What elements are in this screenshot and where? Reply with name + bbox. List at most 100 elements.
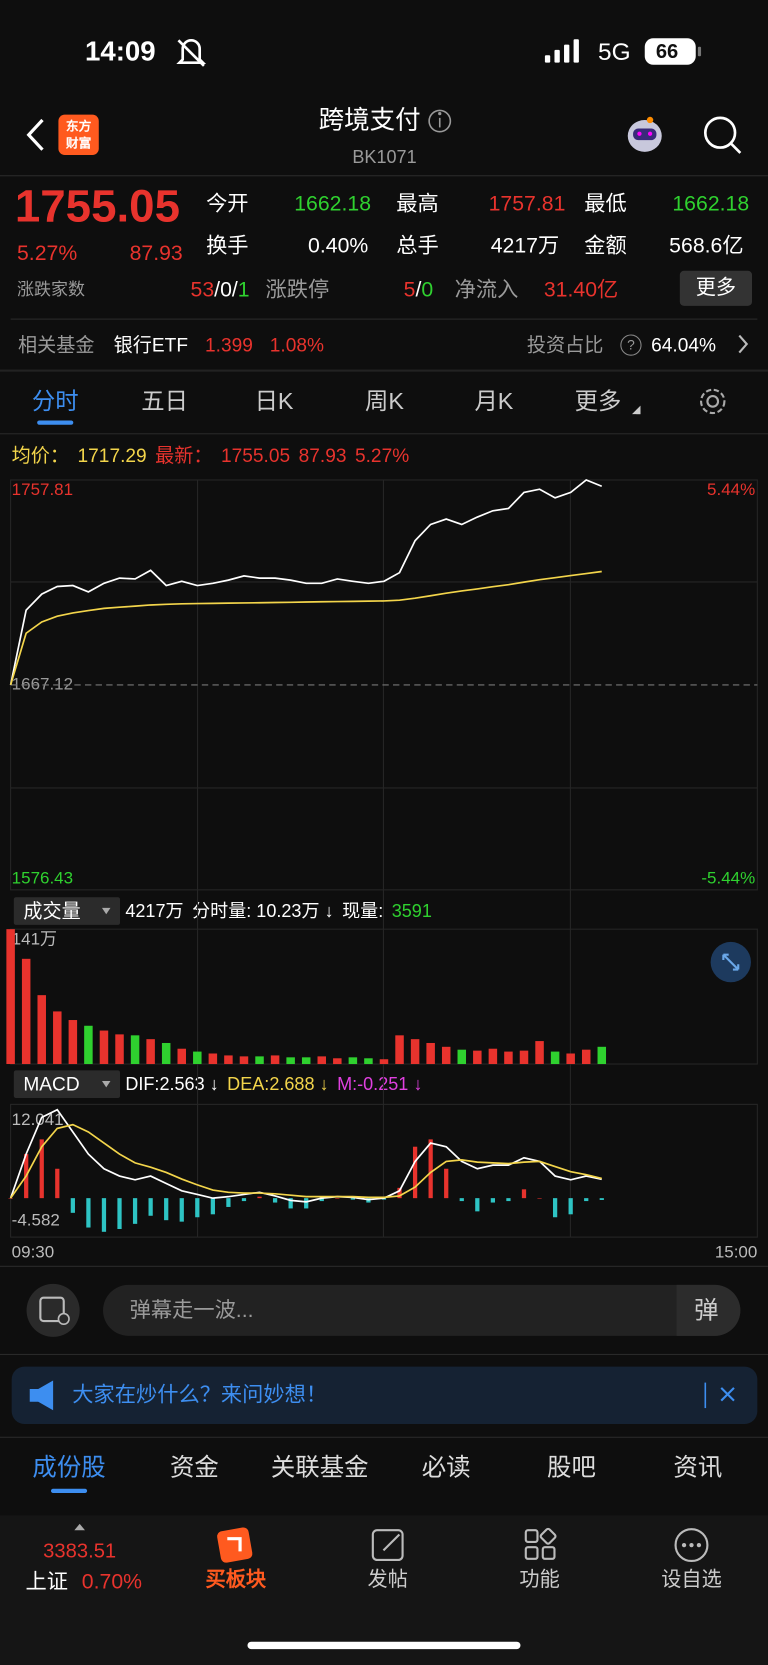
field-value: 31.40亿 [543,278,619,302]
chart-tab[interactable]: 分时 [31,387,79,415]
section-tab[interactable]: 资金 [169,1453,219,1481]
section-tab[interactable]: 必读 [421,1453,471,1481]
y-tick-label: 141万 [12,929,57,948]
legend-item: M:-0.251 ↓ [337,1074,423,1095]
breadth-up: 53 [190,278,215,302]
chart-tab[interactable]: 日K [254,387,294,415]
section-tab[interactable]: 股吧 [547,1453,596,1481]
volume-bar [473,1050,482,1065]
volume-bar [255,1056,264,1065]
index-name[interactable]: 上证 [25,1570,68,1594]
y-tick-label: 1576.43 [12,869,73,888]
y2-tick-label: -5.44% [701,869,755,888]
index-value[interactable]: 3383.51 [43,1540,117,1563]
indicator-selector[interactable]: MACD [13,1070,121,1099]
histogram-bar [179,1198,184,1222]
chart-tab[interactable]: 月K [474,387,514,415]
volume-bar [6,929,15,1065]
help-icon[interactable]: ? [620,334,642,356]
histogram-bar [412,1146,418,1199]
board-code: BK1071 [352,147,417,168]
volume-bar [146,1039,155,1065]
volume-bar [177,1048,186,1065]
ratio-label: 投资占比 [526,334,604,356]
histogram-bar [475,1198,480,1212]
volume-legend: 4217万 分时量: 10.23万 ↓ 现量: 3591 [125,902,432,920]
danmu-button[interactable]: 弹 [676,1284,741,1336]
comment-placeholder: 弹幕走一波... [129,1298,254,1323]
y-tick-label: 1757.81 [12,480,73,499]
nav-item[interactable]: 功能 [519,1568,560,1592]
field-label: 涨跌停 [265,278,330,302]
danmu-label: 弹 [694,1296,719,1324]
field-label: 总手 [396,234,439,259]
breadth-down: 1 [237,278,250,302]
legend-item: 均价： [11,444,70,467]
volume-bar [270,1055,280,1065]
nav-item[interactable]: 买板块 [205,1568,267,1592]
chart-tab[interactable]: 五日 [141,387,189,415]
status-time: 14:09 [84,35,156,67]
banner-text[interactable]: 大家在炒什么？来问妙想！ [72,1383,328,1408]
fund-name[interactable]: 银行ETF [113,334,189,356]
volume-bar [53,1011,62,1065]
series-line [9,1123,602,1199]
more-button[interactable]: 更多 [679,270,753,306]
nav-item[interactable]: 发帖 [367,1568,408,1592]
field-value: 0.40% [308,234,369,259]
indicator-selector[interactable]: 成交量 [13,897,121,925]
volume-bar [457,1049,467,1065]
comment-input[interactable]: 弹幕走一波... 弹 [103,1284,741,1336]
histogram-bar [537,1198,542,1199]
volume-bar [99,1030,109,1065]
ratio-value: 64.04% [651,334,716,356]
histogram-bar [101,1198,107,1232]
histogram-bar [257,1196,262,1199]
volume-bar [441,1046,451,1065]
histogram-bar [490,1198,496,1203]
section-tab[interactable]: 成份股 [32,1453,106,1481]
histogram-bar [444,1168,449,1199]
legend-item: 现量: [342,901,384,922]
divider [0,1436,768,1438]
divider [0,433,768,435]
y2-tick-label: 5.44% [707,480,755,499]
breadth: 53/0/1 [191,279,250,300]
chart-tab[interactable]: 更多 [574,387,622,415]
board-title: 跨境支付 [318,106,421,135]
series-line [9,570,602,686]
limit: 5/0 [404,279,434,300]
app-logo[interactable]: 东方 财富 [58,114,99,156]
volume-bar [301,1057,311,1065]
histogram-bar [552,1198,558,1218]
nav-item[interactable]: 设自选 [661,1568,722,1592]
volume-bar [519,1050,529,1065]
histogram-bar [568,1198,573,1215]
histogram-bar [241,1198,247,1202]
field-value: 4217万 [490,234,560,259]
last-price: 1755.05 [14,181,180,233]
legend-item: DEA:2.688 ↓ [227,1074,329,1095]
volume-bar [566,1053,575,1065]
volume-bar [130,1035,140,1065]
volume-bar [239,1056,249,1065]
histogram-bar [304,1198,309,1209]
legend-item: 87.93 [298,444,347,467]
volume-bar [193,1051,202,1065]
volume-bar [333,1058,342,1065]
divider [10,318,758,320]
section-tab[interactable]: 资讯 [673,1453,723,1481]
x-tick-label: 15:00 [715,1243,758,1262]
divider [0,175,768,177]
logo-text: 东方 [65,118,92,134]
volume-bar [161,1042,171,1065]
divider [0,1265,768,1267]
legend-item: 5.27% [354,444,410,467]
chart-tab[interactable]: 周K [365,387,405,415]
section-tab[interactable]: 关联基金 [270,1453,369,1481]
volume-bar [224,1055,233,1065]
field-value: 1662.18 [294,192,372,216]
y-tick-label: 1667.12 [12,674,73,693]
battery-level: 66 [655,40,679,64]
volume-bar [488,1048,498,1065]
